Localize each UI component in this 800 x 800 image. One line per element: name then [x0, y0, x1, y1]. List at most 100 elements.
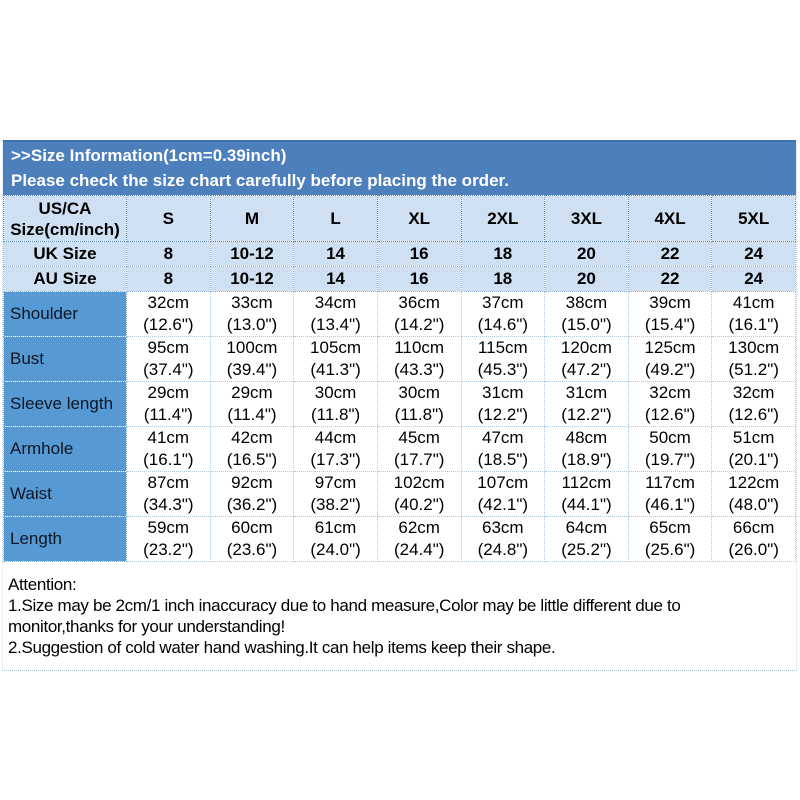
conversion-value-cell: 18 [460, 266, 546, 292]
measurement-value-cell: 47cm (18.5") [460, 426, 546, 472]
conversion-value-cell: 10-12 [209, 266, 295, 292]
conversion-value-cell: 20 [544, 241, 629, 267]
measurement-value-cell: 29cm (11.4") [126, 381, 211, 427]
measurement-value-cell: 30cm (11.8") [293, 381, 378, 427]
size-chart-content: >>Size Information(1cm=0.39inch) Please … [2, 140, 797, 671]
measurement-value-cell: 105cm (41.3") [293, 336, 378, 382]
measurement-value-cell: 48cm (18.9") [544, 426, 629, 472]
measurement-value-cell: 87cm (34.3") [126, 471, 211, 517]
measurement-value-cell: 120cm (47.2") [544, 336, 629, 382]
measurement-value-cell: 66cm (26.0") [711, 516, 796, 562]
measurement-value-cell: 102cm (40.2") [376, 471, 462, 517]
measurement-value-cell: 122cm (48.0") [711, 471, 796, 517]
measurement-value-cell: 62cm (24.4") [376, 516, 462, 562]
measurement-value-cell: 65cm (25.6") [627, 516, 713, 562]
measurement-value-cell: 60cm (23.6") [209, 516, 295, 562]
conversion-value-cell: 22 [627, 241, 713, 267]
measurement-value-cell: 32cm (12.6") [627, 381, 713, 427]
measurement-row-label: Waist [3, 471, 127, 517]
size-column-header: XL [376, 195, 462, 242]
measurement-value-cell: 51cm (20.1") [711, 426, 796, 472]
size-header-row: US/CA Size(cm/inch) S M L XL 2XL 3XL 4XL 5XL [3, 195, 796, 242]
measurement-value-cell: 63cm (24.8") [460, 516, 546, 562]
measurement-value-cell: 130cm (51.2") [711, 336, 796, 382]
measurement-value-cell: 44cm (17.3") [293, 426, 378, 472]
measurement-value-cell: 41cm (16.1") [711, 291, 796, 337]
conversion-value-cell: 24 [711, 266, 796, 292]
attention-section: Attention: 1.Size may be 2cm/1 inch inac… [3, 562, 796, 664]
measurement-row-label: Armhole [3, 426, 127, 472]
measurement-row: Armhole 41cm (16.1") 42cm (16.5") 44cm (17.3")… [3, 426, 796, 472]
conversion-row: UK Size 8 10-12 14 16 18 20 22 24 [3, 241, 796, 267]
conversion-value-cell: 16 [376, 266, 462, 292]
measurement-row: Sleeve length 29cm (11.4") 29cm (11.4") 30cm(… [3, 381, 796, 427]
corner-header-cell: US/CA Size(cm/inch) [3, 195, 127, 242]
measurement-row-label: Bust [3, 336, 127, 382]
measurement-value-cell: 29cm (11.4") [209, 381, 295, 427]
measurement-value-cell: 97cm (38.2") [293, 471, 378, 517]
banner-line-2: Please check the size chart carefully be… [11, 171, 509, 190]
measurement-value-cell: 34cm (13.4") [293, 291, 378, 337]
measurement-value-cell: 38cm (15.0") [544, 291, 629, 337]
size-column-header: 3XL [544, 195, 629, 242]
measurement-value-cell: 41cm (16.1") [126, 426, 211, 472]
conversion-row: AU Size 8 10-12 14 16 18 20 22 24 [3, 266, 796, 292]
size-info-banner: >>Size Information(1cm=0.39inch) Please … [3, 140, 796, 195]
conversion-value-cell: 22 [627, 266, 713, 292]
measurement-row: Waist 87cm (34.3") 92cm (36.2") 97cm (38.2") 10… [3, 471, 796, 517]
size-column-header: 5XL [711, 195, 796, 242]
size-column-header: S [126, 195, 211, 242]
banner-line-1: >>Size Information(1cm=0.39inch) [11, 146, 287, 165]
measurement-value-cell: 92cm (36.2") [209, 471, 295, 517]
conversion-row-label: UK Size [3, 241, 127, 267]
measurement-row-label: Length [3, 516, 127, 562]
measurement-value-cell: 32cm (12.6") [711, 381, 796, 427]
conversion-value-cell: 8 [126, 241, 211, 267]
conversion-value-cell: 16 [376, 241, 462, 267]
conversion-value-cell: 14 [293, 266, 378, 292]
measurement-value-cell: 125cm (49.2") [627, 336, 713, 382]
measurement-row-label: Shoulder [3, 291, 127, 337]
attention-title: Attention: [8, 575, 77, 594]
measurement-value-cell: 117cm (46.1") [627, 471, 713, 517]
measurement-value-cell: 42cm (16.5") [209, 426, 295, 472]
measurement-value-cell: 95cm (37.4") [126, 336, 211, 382]
size-column-header: 2XL [460, 195, 546, 242]
attention-note-2: 2.Suggestion of cold water hand washing.… [8, 638, 556, 657]
measurement-row: Shoulder 32cm (12.6") 33cm (13.0") 34cm (13.4"… [3, 291, 796, 337]
attention-note-1: 1.Size may be 2cm/1 inch inaccuracy due … [8, 596, 681, 636]
measurement-row: Length 59cm (23.2") 60cm (23.6") 61cm (24.0") 6… [3, 516, 796, 562]
measurement-value-cell: 61cm (24.0") [293, 516, 378, 562]
measurement-value-cell: 31cm (12.2") [460, 381, 546, 427]
size-column-header: 4XL [627, 195, 713, 242]
conversion-value-cell: 10-12 [209, 241, 295, 267]
measurement-row-label: Sleeve length [3, 381, 127, 427]
measurement-value-cell: 32cm (12.6") [126, 291, 211, 337]
conversion-value-cell: 18 [460, 241, 546, 267]
size-table: US/CA Size(cm/inch) S M L XL 2XL 3XL 4XL 5XL UK Si… [3, 195, 796, 562]
measurement-value-cell: 115cm (45.3") [460, 336, 546, 382]
size-column-header: M [209, 195, 295, 242]
measurement-value-cell: 45cm (17.7") [376, 426, 462, 472]
measurement-row: Bust 95cm (37.4") 100cm (39.4") 105cm (41.3") 1… [3, 336, 796, 382]
conversion-value-cell: 14 [293, 241, 378, 267]
measurement-value-cell: 37cm (14.6") [460, 291, 546, 337]
measurement-value-cell: 30cm (11.8") [376, 381, 462, 427]
conversion-value-cell: 24 [711, 241, 796, 267]
measurement-value-cell: 33cm (13.0") [209, 291, 295, 337]
measurement-value-cell: 36cm (14.2") [376, 291, 462, 337]
measurement-value-cell: 50cm (19.7") [627, 426, 713, 472]
measurement-value-cell: 31cm (12.2") [544, 381, 629, 427]
measurement-value-cell: 107cm (42.1") [460, 471, 546, 517]
measurement-value-cell: 100cm (39.4") [209, 336, 295, 382]
measurement-value-cell: 110cm (43.3") [376, 336, 462, 382]
measurement-value-cell: 64cm (25.2") [544, 516, 629, 562]
measurement-value-cell: 39cm (15.4") [627, 291, 713, 337]
size-column-header: L [293, 195, 378, 242]
measurement-value-cell: 112cm (44.1") [544, 471, 629, 517]
conversion-value-cell: 20 [544, 266, 629, 292]
conversion-value-cell: 8 [126, 266, 211, 292]
measurement-value-cell: 59cm (23.2") [126, 516, 211, 562]
conversion-row-label: AU Size [3, 266, 127, 292]
